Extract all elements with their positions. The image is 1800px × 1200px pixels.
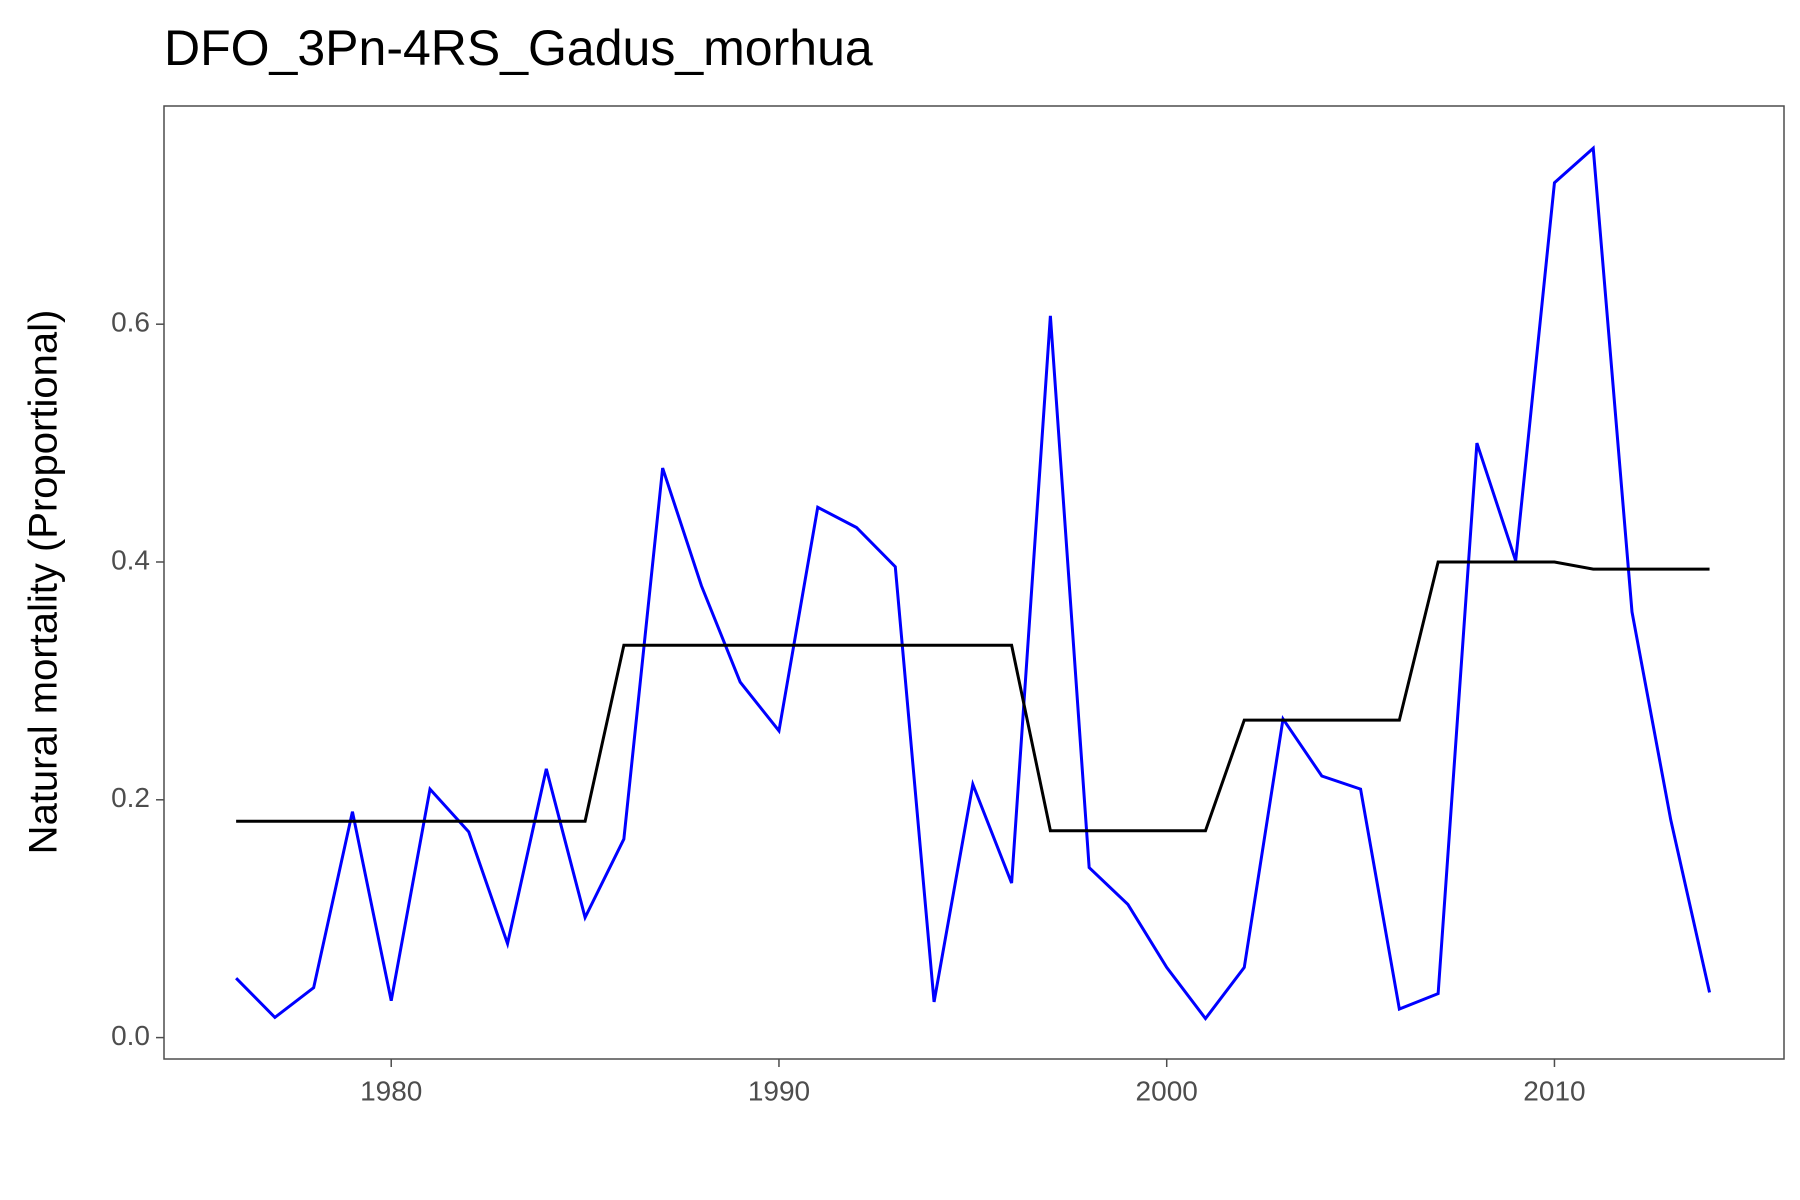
x-tick-label: 1980 xyxy=(360,1075,422,1106)
y-tick-label: 0.0 xyxy=(111,1020,150,1051)
x-tick-label: 2000 xyxy=(1136,1075,1198,1106)
panel-border xyxy=(163,105,1785,1060)
y-axis-label: Natural mortality (Proportional) xyxy=(22,310,66,855)
series-line xyxy=(236,560,1710,833)
x-tick-label: 2010 xyxy=(1523,1075,1585,1106)
y-tick-label: 0.2 xyxy=(111,782,150,813)
x-tick-label: 1990 xyxy=(748,1075,810,1106)
series-line xyxy=(235,145,1712,1022)
y-tick-label: 0.4 xyxy=(111,544,150,575)
y-tick-label: 0.6 xyxy=(111,307,150,338)
chart-title: DFO_3Pn-4RS_Gadus_morhua xyxy=(164,20,873,76)
